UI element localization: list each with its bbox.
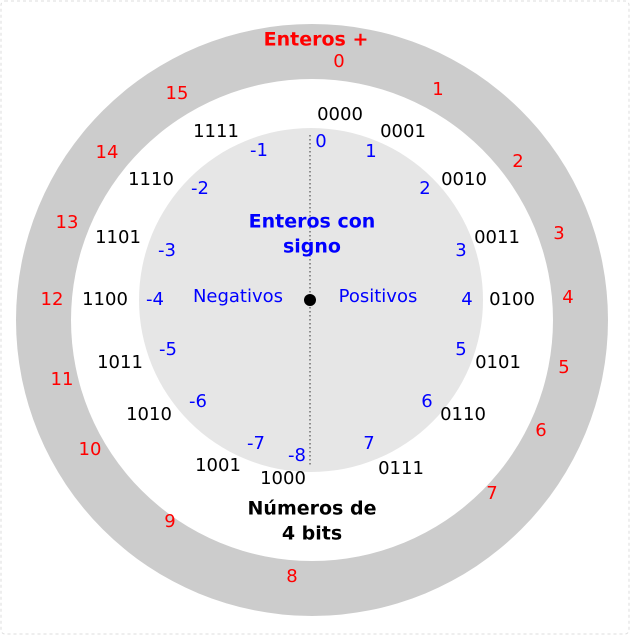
signed-value-label: 2: [419, 178, 430, 199]
binary-code-label: 0000: [317, 104, 363, 125]
signed-value-label: -3: [158, 240, 176, 261]
signed-title-line1: Enteros con: [249, 211, 376, 233]
binary-code-label: 0010: [441, 169, 487, 190]
unsigned-value-label: 12: [41, 289, 64, 310]
unsigned-value-label: 8: [286, 566, 297, 587]
binary-code-label: 0101: [475, 352, 521, 373]
binary-code-label: 1001: [195, 455, 241, 476]
signed-value-label: -6: [189, 391, 207, 412]
unsigned-value-label: 0: [333, 51, 344, 72]
center-dot: [304, 294, 316, 306]
unsigned-value-label: 15: [166, 83, 189, 104]
unsigned-value-label: 9: [164, 511, 175, 532]
unsigned-value-label: 4: [562, 287, 573, 308]
unsigned-value-label: 11: [51, 369, 74, 390]
unsigned-title: Enteros +: [264, 29, 369, 51]
positives-label: Positivos: [339, 286, 418, 307]
binary-code-label: 1111: [193, 121, 239, 142]
binary-code-label: 1101: [95, 227, 141, 248]
unsigned-value-label: 6: [535, 420, 546, 441]
unsigned-value-label: 3: [553, 223, 564, 244]
unsigned-value-label: 7: [486, 483, 497, 504]
signed-value-label: 5: [455, 339, 466, 360]
signed-value-label: 1: [365, 141, 376, 162]
unsigned-value-label: 1: [432, 79, 443, 100]
unsigned-value-label: 10: [79, 439, 102, 460]
signed-value-label: -8: [288, 445, 306, 466]
wheel-labels: 0123456789101112131415000000010010001101…: [41, 51, 574, 587]
negatives-label: Negativos: [193, 286, 283, 307]
signed-value-label: -1: [250, 140, 268, 161]
binary-code-label: 0011: [474, 227, 520, 248]
binary-code-label: 0100: [489, 289, 535, 310]
signed-value-label: 6: [421, 391, 432, 412]
signed-value-label: 0: [315, 131, 326, 152]
binary-code-label: 0110: [440, 404, 486, 425]
binary-code-label: 0001: [380, 121, 426, 142]
signed-value-label: -2: [191, 178, 209, 199]
signed-value-label: -5: [159, 339, 177, 360]
signed-value-label: -4: [146, 289, 164, 310]
binary-code-label: 1010: [126, 404, 172, 425]
binary-code-label: 1100: [82, 289, 128, 310]
signed-value-label: 4: [461, 289, 472, 310]
binary-code-label: 1011: [97, 352, 143, 373]
bits-title-line2: 4 bits: [282, 523, 342, 545]
signed-value-label: 7: [363, 433, 374, 454]
signed-title-line2: signo: [283, 236, 341, 258]
unsigned-value-label: 2: [512, 151, 523, 172]
bits-title-line1: Números de: [248, 498, 377, 520]
signed-value-label: 3: [455, 240, 466, 261]
binary-code-label: 1110: [128, 169, 174, 190]
unsigned-value-label: 13: [56, 212, 79, 233]
binary-code-label: 1000: [260, 468, 306, 489]
unsigned-value-label: 14: [96, 142, 119, 163]
signed-value-label: -7: [247, 433, 265, 454]
unsigned-value-label: 5: [558, 357, 569, 378]
binary-code-label: 0111: [378, 458, 424, 479]
